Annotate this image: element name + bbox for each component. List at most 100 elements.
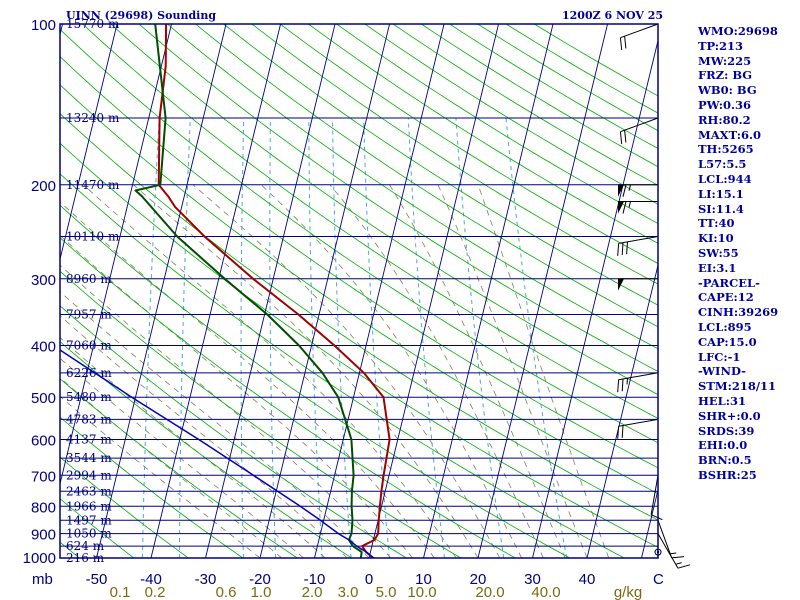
- barb-full: [624, 130, 627, 143]
- barb-half: [628, 201, 631, 208]
- height-label: 7060 m: [66, 339, 112, 353]
- pressure-tick-label: 600: [31, 433, 56, 450]
- pressure-tick-label: 800: [31, 499, 56, 516]
- moist-adiabat: [437, 184, 588, 558]
- mixing-ratio-label: 3.0: [338, 584, 359, 600]
- wind-barb: [617, 236, 659, 256]
- pressure-tick-label: 200: [31, 178, 56, 195]
- index-row: SI:11.4: [698, 201, 744, 216]
- barb-half: [628, 184, 631, 191]
- index-row: LCL:895: [698, 319, 752, 334]
- index-row: MAXT:6.0: [698, 127, 761, 142]
- barb-shaft: [657, 533, 679, 569]
- mixing-ratio-line: [455, 117, 505, 558]
- index-row: CINH:39269: [698, 305, 779, 320]
- dry-adiabat: [60, 270, 462, 558]
- dry-adiabat: [138, 24, 658, 372]
- index-row: -WIND-: [698, 364, 746, 379]
- temperature-tick-label: 40: [579, 571, 596, 588]
- temperature-unit-label: C: [653, 571, 664, 588]
- moist-adiabat: [60, 264, 392, 558]
- index-row: HEL:31: [698, 393, 746, 408]
- dry-adiabat: [449, 24, 658, 149]
- barb-full: [621, 425, 624, 438]
- wind-barb: [618, 184, 658, 197]
- temperature-line: [157, 24, 391, 558]
- barb-full: [617, 379, 620, 393]
- mixing-ratio-line: [505, 117, 568, 558]
- pressure-tick-label: 900: [31, 527, 56, 544]
- barb-full: [671, 556, 685, 559]
- barb-half: [670, 552, 677, 555]
- barb-full: [622, 184, 627, 197]
- barb-shaft: [618, 418, 659, 427]
- pressure-tick-label: 400: [31, 339, 56, 356]
- dry-adiabat: [60, 456, 189, 558]
- dewpoint-line: [134, 24, 363, 558]
- isotherm: [60, 24, 118, 262]
- barb-full: [624, 36, 627, 49]
- mixing-ratio-label: 1.0: [251, 584, 272, 600]
- index-row: LI:15.1: [698, 186, 744, 201]
- index-row: KI:10: [698, 231, 734, 246]
- height-label: 11470 m: [66, 178, 120, 192]
- moist-adiabat: [60, 315, 348, 558]
- barb-full: [650, 514, 663, 521]
- sounding-title: UINN (29698) Sounding: [66, 9, 217, 22]
- height-label: 8960 m: [66, 272, 112, 286]
- wind-barb: [617, 372, 659, 393]
- isotherm: [477, 24, 608, 558]
- barb-shaft: [657, 520, 673, 559]
- index-row: CAP:15.0: [698, 334, 757, 349]
- mixing-ratio-unit-label: g/kg: [614, 584, 642, 600]
- dry-adiabat: [60, 84, 658, 495]
- index-row: MW:225: [698, 53, 752, 68]
- moist-adiabat: [329, 184, 544, 558]
- isotherm: [368, 24, 499, 558]
- dry-adiabat: [279, 24, 658, 264]
- height-label: 1966 m: [66, 499, 112, 513]
- barb-shaft: [618, 372, 659, 381]
- height-label: 7957 m: [66, 308, 112, 322]
- isotherm: [423, 24, 554, 558]
- wind-barb: [657, 533, 691, 569]
- barb-shaft: [618, 236, 659, 244]
- index-row: PW:0.36: [698, 97, 752, 112]
- dry-adiabat: [364, 24, 658, 205]
- dry-adiabat: [60, 113, 658, 521]
- barb-shaft: [620, 23, 659, 39]
- index-row: SRDS:39: [698, 423, 755, 438]
- dry-adiabat: [60, 237, 516, 558]
- barb-full: [621, 378, 624, 392]
- mixing-ratio-label: 5.0: [376, 584, 397, 600]
- barb-full: [677, 564, 691, 569]
- temperature-tick-label: -50: [86, 571, 108, 588]
- wind-barb: [650, 475, 663, 521]
- index-row: WB0: BG: [698, 83, 757, 98]
- barb-full: [622, 201, 627, 214]
- pressure-tick-label: 1000: [23, 550, 56, 567]
- wind-barb: [618, 278, 658, 291]
- dry-adiabat: [195, 24, 658, 328]
- dry-adiabat: [477, 24, 658, 132]
- barb-shaft: [620, 117, 659, 133]
- moist-adiabat: [389, 184, 566, 558]
- height-label: 2994 m: [66, 468, 112, 482]
- height-label: 3544 m: [66, 451, 112, 465]
- dry-adiabat: [60, 305, 407, 558]
- index-row: BSHR:25: [698, 467, 757, 482]
- index-row: L57:5.5: [698, 157, 747, 172]
- index-row: STM:218/11: [698, 379, 777, 394]
- height-label: 4137 m: [66, 433, 112, 447]
- mixing-ratio-label: 20.0: [475, 584, 504, 600]
- temperature-tick-label: 20: [470, 571, 487, 588]
- dry-adiabat: [60, 173, 625, 558]
- barb-pennant: [618, 201, 624, 214]
- dry-adiabat: [251, 24, 658, 285]
- isotherm: [532, 38, 658, 558]
- mixing-ratio-line: [332, 117, 352, 558]
- pressure-tick-label: 300: [31, 272, 56, 289]
- parcel-line: [60, 349, 374, 558]
- dry-adiabat: [110, 24, 658, 396]
